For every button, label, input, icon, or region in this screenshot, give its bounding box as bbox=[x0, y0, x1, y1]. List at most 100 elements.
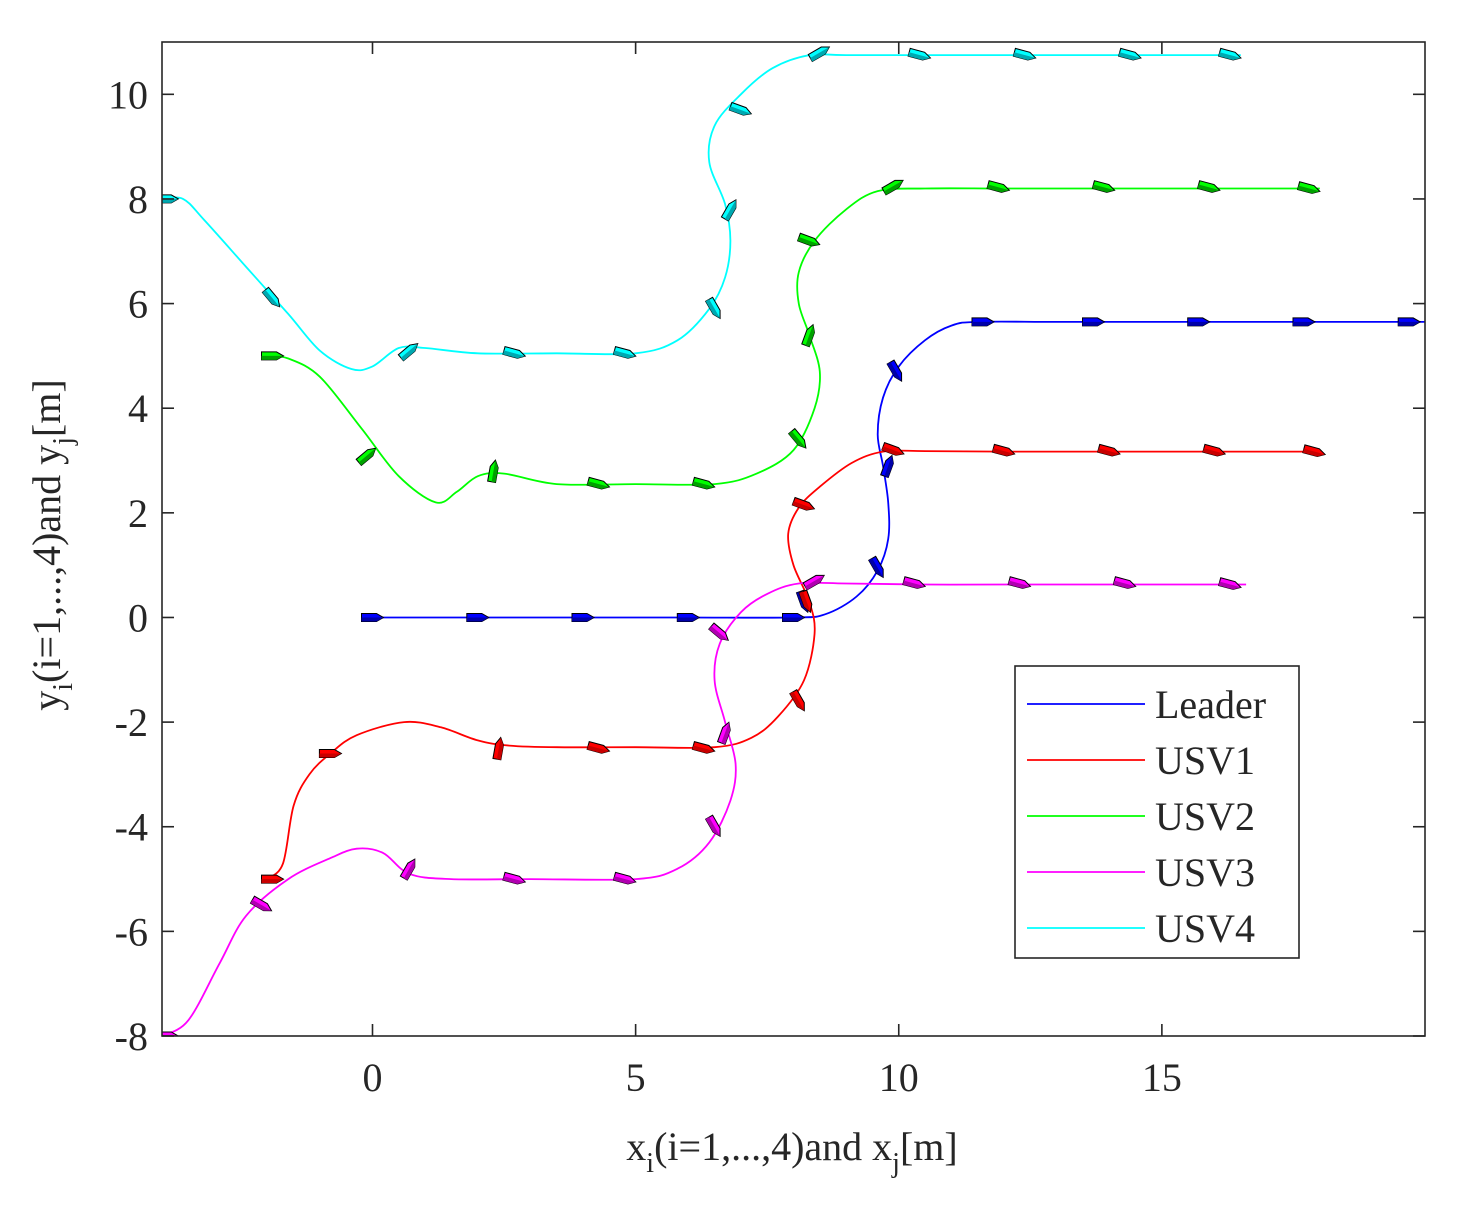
vessel-marker-usv1 bbox=[1202, 443, 1227, 457]
vessel-marker-usv2 bbox=[261, 351, 285, 361]
legend-label-usv1: USV1 bbox=[1155, 738, 1255, 783]
y-tick-label: 4 bbox=[128, 386, 148, 431]
vessel-marker-usv3 bbox=[249, 895, 273, 912]
vessel-marker-usv2 bbox=[787, 427, 807, 449]
vessel-marker-usv1 bbox=[1302, 444, 1327, 458]
legend-label-usv4: USV4 bbox=[1155, 906, 1255, 951]
vessel-marker-leader bbox=[571, 613, 596, 622]
vessel-marker-usv2 bbox=[1296, 181, 1321, 194]
y-axis-label-mid: (i=1,...,4)and y bbox=[24, 445, 69, 683]
vessel-marker-usv4 bbox=[1118, 47, 1142, 61]
vessel-marker-usv2 bbox=[586, 476, 611, 490]
vessel-marker-usv2 bbox=[881, 179, 904, 196]
vessel-marker-leader bbox=[868, 555, 884, 579]
x-tick-label: 10 bbox=[879, 1055, 919, 1100]
y-tick-label: 2 bbox=[128, 491, 148, 536]
x-axis-label: xi(i=1,...,4)and xj[m] bbox=[626, 1124, 957, 1179]
tick-layer: 0 5 10 15 -8 -6 -4 -2 0 2 4 6 8 10 bbox=[108, 42, 1425, 1100]
x-tick-label: 5 bbox=[626, 1055, 646, 1100]
y-tick-label: 6 bbox=[128, 282, 148, 327]
x-tick-label: 0 bbox=[363, 1055, 383, 1100]
vessel-marker-usv4 bbox=[807, 46, 831, 63]
vessel-marker-usv3 bbox=[708, 622, 729, 641]
legend-label-leader: Leader bbox=[1155, 682, 1266, 727]
vessel-marker-usv4 bbox=[1218, 47, 1242, 61]
vessel-marker-usv3 bbox=[802, 574, 825, 591]
y-tick-label: -2 bbox=[115, 700, 148, 745]
vessel-marker-usv1 bbox=[1097, 443, 1121, 457]
vessel-marker-leader bbox=[886, 359, 903, 382]
y-axis-label: yi(i=1,...,4)and yj[m] bbox=[24, 379, 79, 710]
x-tick-label: 15 bbox=[1142, 1055, 1182, 1100]
vessel-marker-usv3 bbox=[716, 721, 731, 745]
marker-layer bbox=[162, 46, 1422, 1036]
vessel-marker-leader bbox=[1292, 317, 1317, 327]
vessel-marker-leader bbox=[676, 613, 701, 622]
vessel-marker-usv1 bbox=[798, 589, 813, 614]
vessel-marker-usv4 bbox=[728, 101, 753, 116]
vessel-marker-leader bbox=[1397, 317, 1422, 327]
y-tick-label: 10 bbox=[108, 72, 148, 117]
x-axis-label-sub-i: i bbox=[646, 1148, 654, 1179]
vessel-marker-usv3 bbox=[399, 858, 416, 881]
vessel-marker-usv1 bbox=[492, 736, 504, 761]
vessel-marker-usv1 bbox=[318, 749, 343, 758]
vessel-marker-usv2 bbox=[801, 323, 815, 348]
legend-label-usv2: USV2 bbox=[1155, 794, 1255, 839]
vessel-marker-usv4 bbox=[397, 342, 419, 362]
vessel-marker-usv2 bbox=[487, 459, 499, 484]
vessel-marker-usv2 bbox=[1091, 180, 1116, 193]
x-axis-label-sub-j: j bbox=[891, 1148, 900, 1179]
vessel-marker-usv4 bbox=[704, 296, 721, 320]
vessel-marker-usv4 bbox=[502, 345, 527, 359]
vessel-marker-usv1 bbox=[791, 496, 816, 511]
vessel-marker-usv1 bbox=[586, 740, 611, 754]
vessel-marker-usv3 bbox=[612, 871, 637, 885]
vessel-marker-usv3 bbox=[704, 814, 721, 838]
vessel-marker-leader bbox=[1187, 317, 1211, 327]
vessel-marker-usv4 bbox=[907, 47, 932, 61]
vessel-marker-usv4 bbox=[1012, 47, 1037, 61]
vessel-marker-usv3 bbox=[1007, 576, 1032, 589]
y-tick-label: -6 bbox=[115, 909, 148, 954]
vessel-marker-usv2 bbox=[1196, 180, 1221, 193]
y-tick-label: 0 bbox=[128, 595, 148, 640]
vessel-marker-usv1 bbox=[991, 443, 1016, 457]
vessel-marker-usv3 bbox=[502, 871, 527, 885]
vessel-marker-usv2 bbox=[691, 476, 716, 490]
vessel-marker-usv1 bbox=[691, 740, 716, 754]
vessel-marker-leader bbox=[971, 317, 996, 327]
legend-label-usv3: USV3 bbox=[1155, 850, 1255, 895]
vessel-marker-leader bbox=[1082, 317, 1106, 327]
axes-box bbox=[161, 41, 1426, 1037]
vessel-marker-usv4 bbox=[612, 345, 637, 359]
vessel-marker-usv2 bbox=[796, 232, 821, 247]
y-axis-label-var: y bbox=[24, 691, 69, 711]
vessel-marker-leader bbox=[880, 454, 894, 479]
y-axis-label-unit: [m] bbox=[24, 379, 69, 437]
vessel-marker-usv4 bbox=[261, 286, 281, 308]
vessel-marker-leader bbox=[466, 613, 490, 622]
vessel-marker-usv1 bbox=[789, 688, 805, 712]
y-axis-label-sub-i: i bbox=[48, 683, 79, 691]
y-tick-label: 8 bbox=[128, 177, 148, 222]
vessel-marker-usv3 bbox=[902, 576, 927, 589]
y-tick-label: -4 bbox=[115, 805, 148, 850]
vessel-marker-leader bbox=[361, 613, 385, 622]
series-line-usv4 bbox=[162, 53, 1241, 372]
vessel-marker-usv2 bbox=[986, 180, 1011, 193]
x-axis-label-mid: (i=1,...,4)and x bbox=[654, 1124, 892, 1169]
vessel-marker-usv1 bbox=[261, 874, 285, 884]
y-tick-label: -8 bbox=[115, 1014, 148, 1059]
y-axis-label-sub-j: j bbox=[48, 437, 79, 446]
x-axis-label-var: x bbox=[626, 1124, 646, 1169]
series-line-usv3 bbox=[162, 581, 1247, 1036]
vessel-marker-usv3 bbox=[1218, 577, 1242, 590]
vessel-marker-usv2 bbox=[355, 447, 377, 467]
x-axis-label-unit: [m] bbox=[900, 1124, 958, 1169]
vessel-marker-usv3 bbox=[1112, 576, 1137, 589]
vessel-marker-usv3 bbox=[162, 1031, 180, 1036]
legend: Leader USV1 USV2 USV3 USV4 bbox=[1014, 665, 1300, 959]
legend-box bbox=[1014, 665, 1300, 959]
